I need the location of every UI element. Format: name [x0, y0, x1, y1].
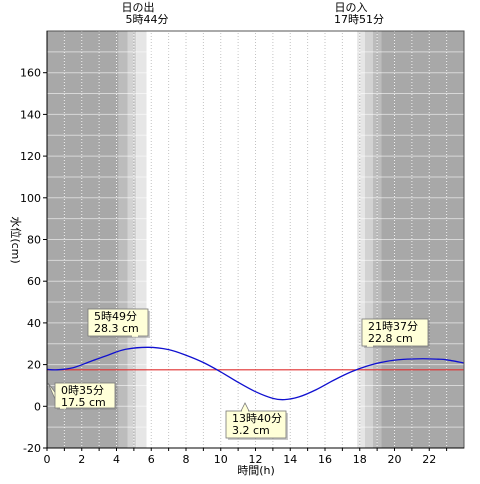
- tide-data-point: [316, 389, 317, 390]
- y-axis-title: 水位(cm): [9, 216, 23, 263]
- x-tick-label: 10: [214, 453, 228, 466]
- y-tick-label: 140: [20, 108, 41, 121]
- x-tick-label: 18: [353, 453, 367, 466]
- sunrise-label-line1: 日の出: [122, 0, 155, 14]
- tide-data-point: [333, 380, 334, 381]
- tide-data-point: [148, 347, 149, 348]
- sunset-label-line2: 17時51分: [334, 13, 384, 26]
- annotation-box: [54, 382, 116, 409]
- annotation-box: [225, 410, 287, 439]
- tide-data-point: [368, 365, 369, 366]
- tide-data-point: [446, 359, 447, 360]
- x-axis-title: 時間(h): [237, 464, 275, 477]
- tide-data-point: [220, 371, 221, 372]
- annotation-time: 0時35分: [61, 384, 104, 397]
- annotation-level: 22.8 cm: [368, 332, 413, 345]
- y-tick-label: 100: [20, 192, 41, 205]
- tide-data-point: [255, 391, 256, 392]
- annotation-level: 28.3 cm: [94, 322, 139, 335]
- x-tick-label: 0: [44, 453, 51, 466]
- y-tick-label: 80: [27, 234, 41, 247]
- y-tick-label: -20: [23, 442, 41, 455]
- annotation-box: [87, 308, 149, 337]
- annotation-time: 13時40分: [232, 412, 282, 425]
- tide-level-line-0: [46, 346, 465, 401]
- y-tick-label: 40: [27, 317, 41, 330]
- tide-data-point: [403, 359, 404, 360]
- tide-data-point: [238, 382, 239, 383]
- y-tick-label: 160: [20, 67, 41, 80]
- tide-data-point: [73, 367, 74, 368]
- tide-data-point: [272, 398, 273, 399]
- x-tick-label: 16: [318, 453, 332, 466]
- tide-data-point: [351, 371, 352, 372]
- tide-data-point: [90, 361, 91, 362]
- tide-data-point: [284, 399, 285, 400]
- annotation-time: 5時49分: [94, 310, 137, 323]
- x-tick-label: 22: [422, 453, 436, 466]
- annotation-level: 17.5 cm: [61, 396, 106, 409]
- tide-data-point: [422, 358, 423, 359]
- tide-data-point: [437, 359, 438, 360]
- x-tick-label: 2: [78, 453, 85, 466]
- x-tick-label: 4: [113, 453, 120, 466]
- tide-data-point: [385, 361, 386, 362]
- sunrise-label-line2: 5時44分: [126, 13, 169, 26]
- y-tick-label: 20: [27, 359, 41, 372]
- y-tick-label: 60: [27, 275, 41, 288]
- tide-data-point: [168, 349, 169, 350]
- axes-group: 0 2 4 6 8 10 12 14 16 18 20 22-20020406080100120140…: [20, 30, 465, 466]
- y-tick-label: 120: [20, 150, 41, 163]
- x-tick-label: 20: [388, 453, 402, 466]
- tide-data-point: [57, 369, 58, 370]
- annotation-time: 21時37分: [368, 320, 418, 333]
- x-tick-label: 12: [249, 453, 263, 466]
- sunset-label-line1: 日の入: [335, 1, 368, 14]
- x-tick-label: 6: [148, 453, 155, 466]
- tide-data-point: [203, 362, 204, 363]
- y-tick-label: 0: [34, 400, 41, 413]
- x-tick-label: 14: [283, 453, 297, 466]
- grid-lines: [47, 31, 464, 448]
- tide-data-point: [186, 355, 187, 356]
- annotation-box: [361, 318, 429, 347]
- x-tick-label: 8: [183, 453, 190, 466]
- series-group: [46, 346, 465, 401]
- tide-data-point: [298, 396, 299, 397]
- tide-data-point: [107, 355, 108, 356]
- tide-data-point: [125, 349, 126, 350]
- annotation-level: 3.2 cm: [232, 424, 270, 437]
